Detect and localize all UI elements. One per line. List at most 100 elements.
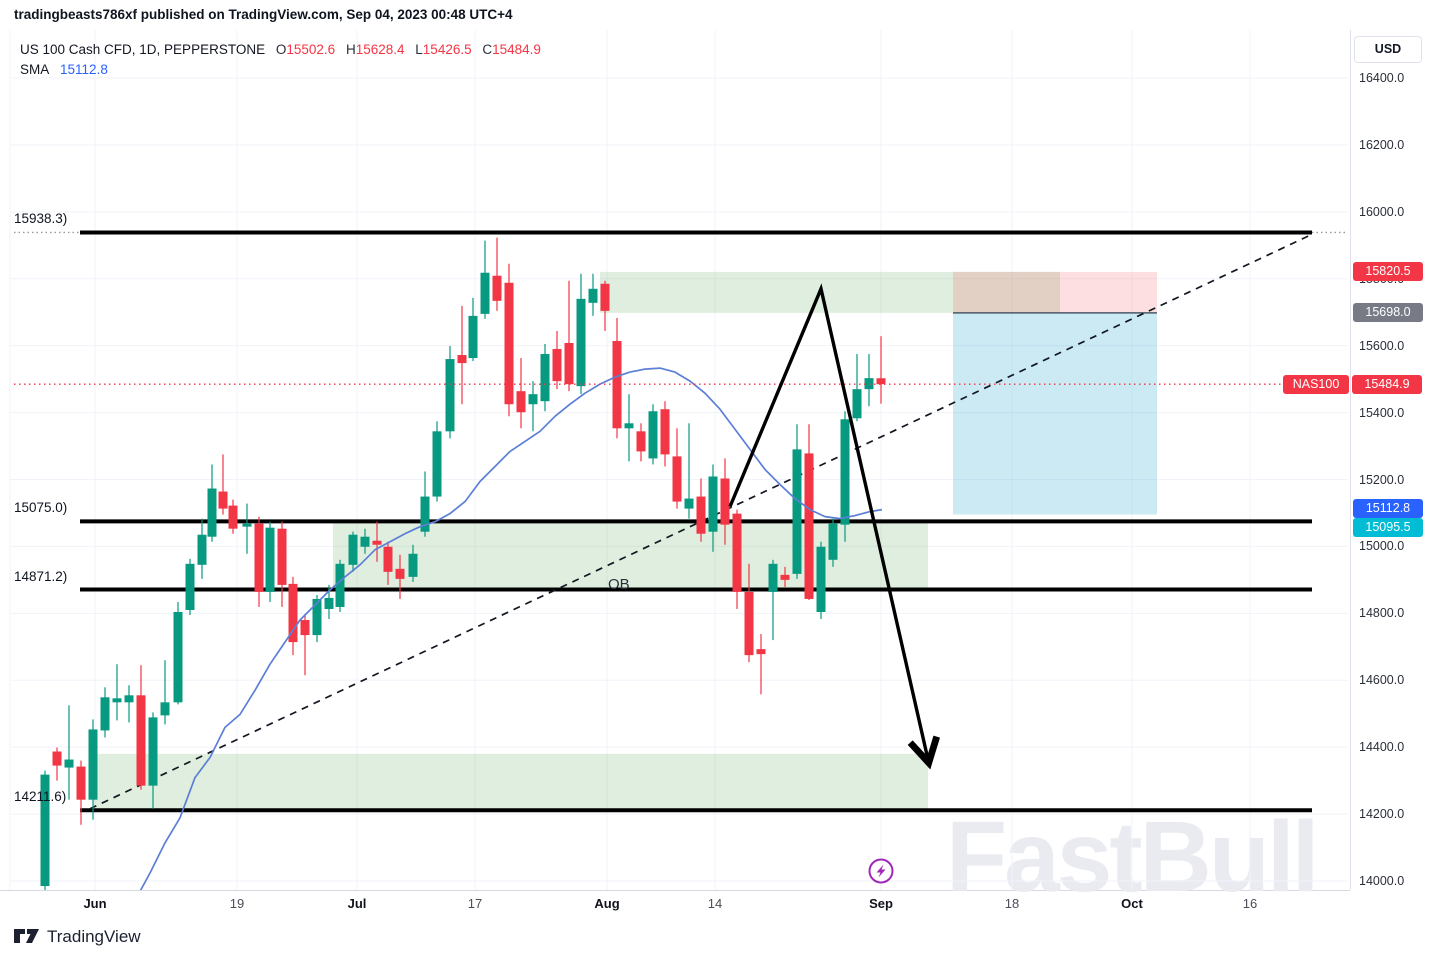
candle-up: [185, 563, 195, 610]
symbol-price-tag-value: 15484.9: [1352, 374, 1422, 394]
candle-down: [288, 583, 298, 643]
candle-down: [552, 349, 562, 382]
publish-text: tradingbeasts786xf published on TradingV…: [14, 7, 513, 22]
candle-down: [780, 574, 790, 580]
order-block-label: OB: [608, 576, 630, 593]
sma-line: [139, 367, 883, 890]
candle-up: [242, 523, 252, 527]
price-tick-label: 14000.0: [1359, 874, 1405, 888]
time-label-Jun: Jun: [83, 896, 107, 911]
candle-down: [372, 540, 382, 545]
candle-up: [408, 553, 418, 577]
candle-up: [648, 411, 658, 459]
sma-legend-row[interactable]: SMA 15112.8: [20, 60, 541, 80]
price-tag-15698.0: 15698.0: [1353, 303, 1423, 323]
candle-up: [197, 534, 207, 565]
candle-up: [540, 354, 550, 402]
candle-up: [816, 546, 826, 612]
candle-down: [300, 620, 310, 636]
price-tag-15095.5: 15095.5: [1353, 517, 1423, 537]
candle-down: [228, 505, 238, 529]
candle-down: [457, 355, 467, 364]
time-label-16: 16: [1242, 896, 1258, 911]
candle-up: [420, 496, 430, 532]
candle-down: [52, 751, 62, 766]
price-axis[interactable]: USD 16400.016200.016000.015800.015600.01…: [1350, 30, 1436, 890]
candlestick-chart[interactable]: [0, 30, 1350, 890]
candle-down: [720, 478, 730, 525]
candle-up: [624, 423, 634, 429]
high-value: 15628.4: [355, 42, 405, 57]
symbol-title: US 100 Cash CFD, 1D, PEPPERSTONE: [20, 42, 266, 57]
open-label: O: [275, 42, 287, 57]
currency-usd-button[interactable]: USD: [1354, 36, 1422, 63]
candle-down: [636, 431, 646, 452]
price-tick-label: 14400.0: [1359, 740, 1405, 755]
candle-down: [492, 275, 502, 301]
time-label-14: 14: [707, 896, 723, 911]
candle-down: [660, 409, 670, 455]
price-tag-15820.5: 15820.5: [1353, 262, 1423, 282]
price-tick-label: 16200.0: [1359, 137, 1405, 152]
close-value: 15484.9: [492, 42, 541, 57]
time-label-17: 17: [467, 896, 483, 911]
candle-up: [348, 534, 358, 565]
candle-up: [852, 389, 862, 419]
candle-up: [445, 359, 455, 432]
publish-bar: tradingbeasts786xf published on TradingV…: [0, 0, 1436, 30]
time-axis[interactable]: Jun 19 Jul 17 Aug 14 Sep 18 Oct 16: [0, 890, 1350, 918]
candle-down: [732, 513, 742, 592]
candle-down: [612, 340, 622, 429]
chart-legend: US 100 Cash CFD, 1D, PEPPERSTONE O15502.…: [20, 40, 541, 80]
candle-down: [218, 491, 228, 509]
candle-up: [324, 597, 334, 609]
candle-up: [88, 729, 98, 800]
chart-area[interactable]: FastBull US 100 Cash CFD, 1D, PEPPERSTON…: [0, 30, 1350, 913]
zone-bottom-green: [93, 753, 928, 811]
candle-up: [207, 488, 217, 537]
candle-up: [468, 315, 478, 359]
price-tick-label: 14800.0: [1359, 606, 1405, 621]
candle-up: [40, 774, 50, 887]
symbol-price-tag-name: NAS100: [1283, 374, 1349, 394]
candle-up: [768, 563, 778, 592]
symbol-legend-row[interactable]: US 100 Cash CFD, 1D, PEPPERSTONE O15502.…: [20, 40, 541, 60]
candle-up: [64, 759, 74, 768]
candle-up: [576, 298, 586, 387]
high-label: H: [345, 42, 356, 57]
candle-up: [148, 717, 158, 786]
level-price-label: 14871.2): [14, 568, 68, 584]
bottom-bar: TradingView: [0, 917, 1436, 958]
tradingview-logo[interactable]: TradingView: [14, 927, 141, 947]
candle-down: [504, 282, 514, 405]
time-label-Jul: Jul: [347, 896, 367, 911]
candle-down: [254, 523, 264, 592]
candle-down: [600, 283, 610, 311]
price-tick-label: 15400.0: [1359, 405, 1405, 420]
candle-up: [124, 695, 134, 703]
candle-up: [432, 431, 442, 497]
price-tick-label: 15000.0: [1359, 539, 1405, 554]
time-label-Aug: Aug: [594, 896, 620, 911]
candle-down: [756, 649, 766, 655]
zone-supply-green: [600, 271, 1060, 313]
sma-value: 15112.8: [60, 62, 108, 77]
candle-up: [265, 527, 275, 592]
time-label-18: 18: [1004, 896, 1020, 911]
close-label: C: [482, 42, 493, 57]
candle-up: [480, 272, 490, 314]
dashed-trendline[interactable]: [89, 234, 1311, 810]
tradingview-logo-icon: [14, 929, 39, 943]
time-label-Oct: Oct: [1121, 896, 1143, 911]
level-price-label: 15938.3): [14, 211, 68, 227]
candle-up: [112, 698, 122, 703]
candle-down: [696, 496, 706, 534]
candle-up: [684, 498, 694, 509]
zone-demand-blue: [953, 312, 1157, 515]
projection-arrow[interactable]: [728, 283, 940, 770]
price-tick-label: 14200.0: [1359, 807, 1405, 822]
candle-down: [564, 342, 574, 385]
idea-bolt-icon[interactable]: [866, 856, 896, 886]
candle-up: [708, 476, 718, 532]
level-price-label: 14211.6): [14, 789, 67, 805]
